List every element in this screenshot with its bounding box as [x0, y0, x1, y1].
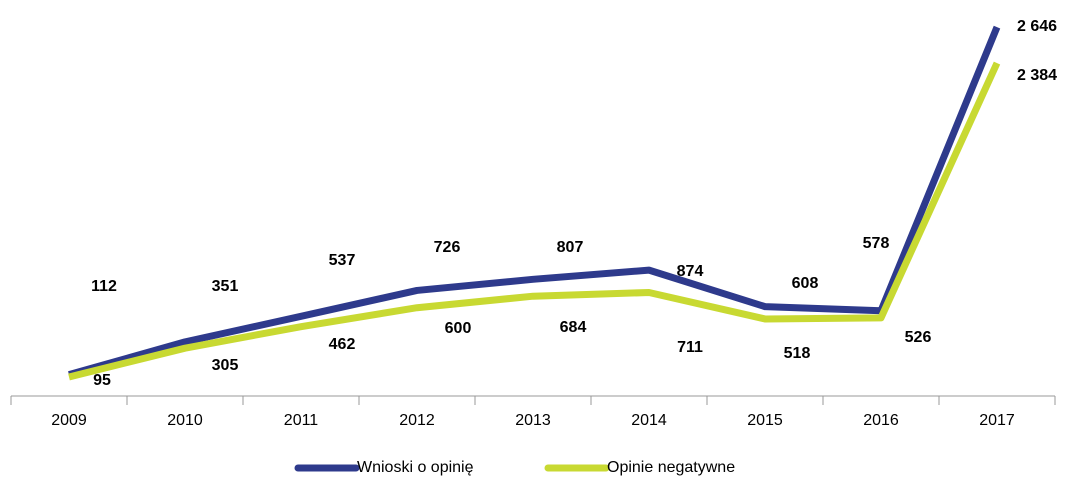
data-label: 807 [557, 239, 584, 256]
x-tick-label: 2012 [399, 412, 435, 429]
data-label: 684 [560, 319, 587, 336]
line-series [68, 25, 1001, 379]
x-tick-label: 2010 [167, 412, 203, 429]
data-label: 608 [792, 275, 819, 292]
legend-label: Wnioski o opinię [357, 459, 474, 476]
x-tick-label: 2013 [515, 412, 551, 429]
data-label: 462 [329, 336, 356, 353]
data-label: 112 [91, 278, 117, 295]
data-label: 95 [93, 372, 111, 389]
x-tick-label: 2011 [284, 412, 319, 429]
x-tick-label: 2016 [863, 412, 899, 429]
x-tick-label: 2017 [979, 412, 1015, 429]
data-label: 2 384 [1017, 67, 1057, 84]
data-label: 526 [905, 329, 932, 346]
data-label: 874 [677, 263, 704, 280]
data-label: 711 [677, 339, 703, 356]
data-label: 578 [863, 235, 890, 252]
data-label: 537 [329, 252, 356, 269]
x-tick-label: 2014 [631, 412, 667, 429]
data-label: 518 [784, 345, 811, 362]
data-label: 2 646 [1017, 18, 1057, 35]
data-label: 726 [434, 239, 461, 256]
line-series [68, 61, 1001, 381]
x-tick-label: 2009 [51, 412, 87, 429]
data-label: 305 [212, 357, 239, 374]
data-label: 351 [212, 278, 239, 295]
x-tick-label: 2015 [747, 412, 783, 429]
legend-label: Opinie negatywne [607, 459, 735, 476]
data-label: 600 [445, 320, 472, 337]
